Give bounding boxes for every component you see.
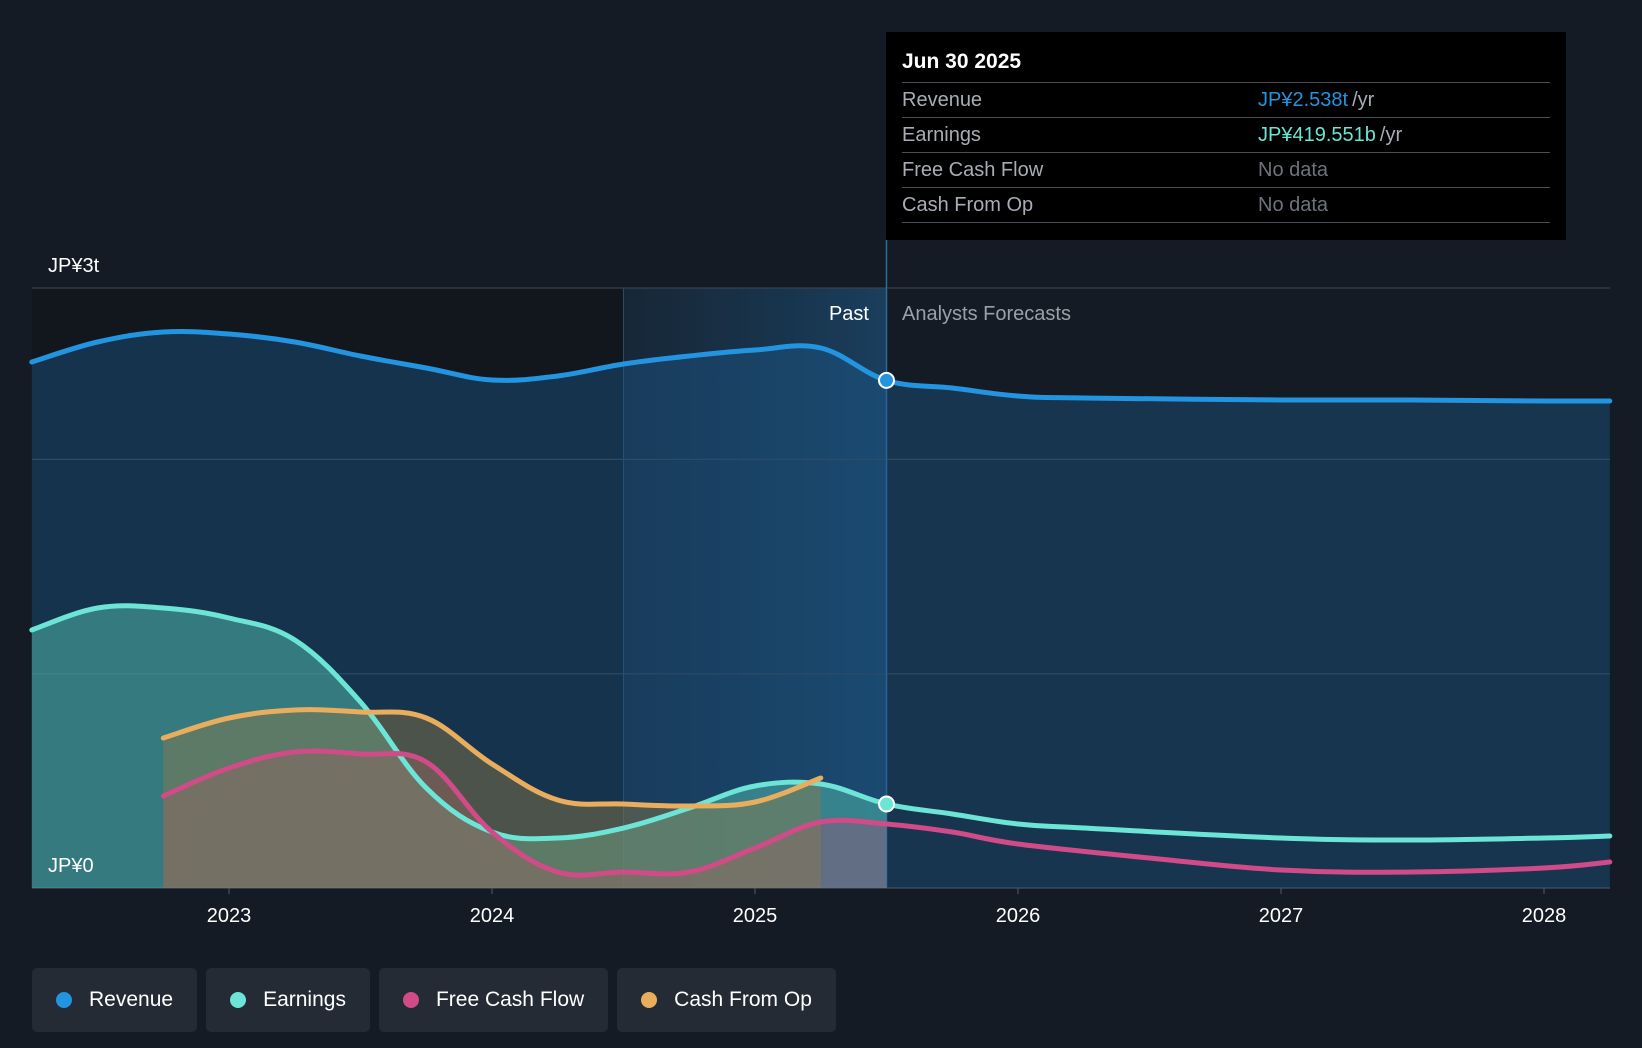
- legend-item-free-cash-flow[interactable]: Free Cash Flow: [378, 968, 609, 1032]
- x-tick-label: 2027: [1259, 905, 1304, 927]
- line-free-cash-flow: [160, 748, 1613, 878]
- area-cash-from-op: [163, 709, 821, 888]
- line-revenue: [29, 328, 1613, 404]
- legend-dot-icon: [641, 992, 658, 1008]
- tooltip-label: Cash From Op: [902, 194, 1034, 216]
- legend-label: Free Cash Flow: [435, 988, 585, 1011]
- forecast-label: Analysts Forecasts: [902, 303, 1071, 325]
- tooltip-value: JP¥419.551b: [1258, 124, 1376, 146]
- x-tick-label: 2025: [733, 905, 778, 927]
- tooltip-row-earnings: Earnings JP¥419.551b /yr: [902, 117, 1550, 152]
- past-label: Past: [829, 303, 869, 325]
- tooltip-value: No data: [1258, 159, 1329, 181]
- x-tick-label: 2023: [207, 905, 252, 927]
- legend-item-revenue[interactable]: Revenue: [32, 968, 198, 1032]
- area-free-cash-flow: [163, 751, 887, 888]
- tooltip-label: Earnings: [902, 124, 981, 146]
- legend-label: Revenue: [89, 988, 174, 1011]
- marker-revenue: [878, 371, 895, 389]
- tooltip-row-free-cash-flow: Free Cash Flow No data: [902, 152, 1550, 187]
- y-axis-top-label: JP¥3t: [48, 255, 100, 277]
- tooltip-unit: /yr: [1379, 124, 1403, 146]
- legend-label: Earnings: [263, 988, 346, 1011]
- x-tick-label: 2024: [470, 905, 515, 927]
- tooltip-date: Jun 30 2025: [902, 50, 1022, 73]
- x-tick-label: 2026: [996, 905, 1041, 927]
- legend: Revenue Earnings Free Cash Flow Cash Fro…: [32, 968, 836, 1032]
- tooltip-label: Free Cash Flow: [902, 159, 1044, 181]
- legend-dot-icon: [402, 992, 419, 1008]
- legend-label: Cash From Op: [674, 988, 812, 1011]
- tooltip-value: JP¥2.538t: [1258, 89, 1349, 111]
- legend-item-earnings[interactable]: Earnings: [206, 968, 370, 1032]
- legend-dot-icon: [230, 992, 247, 1008]
- legend-item-cash-from-op[interactable]: Cash From Op: [617, 968, 836, 1032]
- tooltip: Jun 30 2025 Revenue JP¥2.538t /yr Earnin…: [886, 32, 1566, 240]
- line-cash-from-op: [160, 707, 824, 809]
- area-revenue: [31, 331, 1610, 888]
- line-earnings: [29, 603, 1613, 843]
- tooltip-label: Revenue: [902, 89, 983, 111]
- y-axis-bottom-label: JP¥0: [48, 855, 94, 877]
- tooltip-unit: /yr: [1352, 89, 1375, 111]
- legend-dot-icon: [56, 992, 72, 1008]
- marker-earnings: [878, 795, 895, 813]
- area-earnings: [31, 605, 887, 888]
- tooltip-row-cash-from-op: Cash From Op No data: [902, 187, 1550, 223]
- x-tick-label: 2028: [1522, 905, 1567, 927]
- tooltip-row-revenue: Revenue JP¥2.538t /yr: [902, 82, 1550, 117]
- tooltip-value: No data: [1258, 194, 1329, 216]
